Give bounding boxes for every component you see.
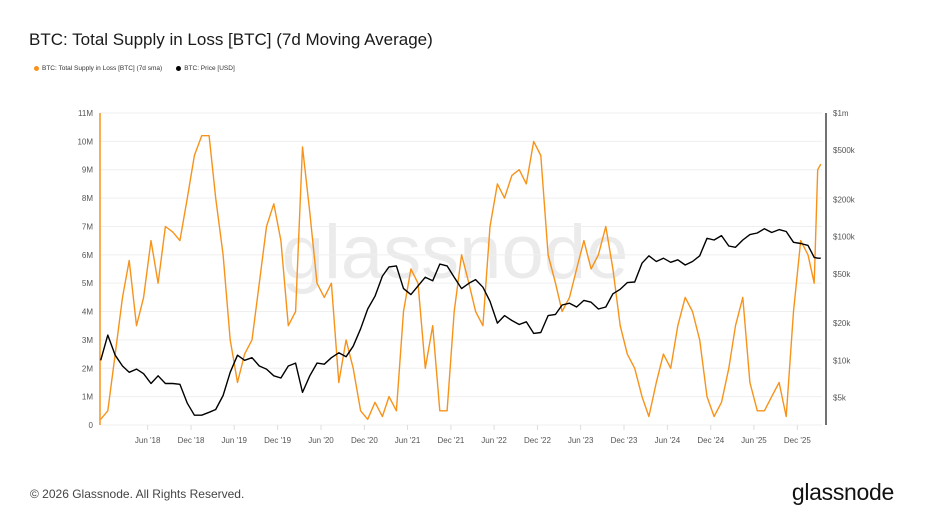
y-left-tick-label: 2M	[82, 364, 93, 373]
x-tick-label: Dec '21	[437, 436, 464, 445]
x-tick-label: Jun '21	[395, 436, 421, 445]
y-left-tick-label: 9M	[82, 166, 93, 175]
legend: BTC: Total Supply in Loss [BTC] (7d sma)…	[34, 65, 235, 72]
y-right-tick-label: $5k	[833, 394, 847, 403]
y-right-tick-label: $100k	[833, 233, 856, 242]
x-tick-label: Dec '18	[178, 436, 205, 445]
legend-item-supply-in-loss[interactable]: BTC: Total Supply in Loss [BTC] (7d sma)	[34, 65, 162, 72]
y-right-tick-label: $500k	[833, 146, 856, 155]
legend-label: BTC: Price [USD]	[184, 65, 235, 72]
glassnode-logo: glassnode	[791, 479, 894, 505]
x-tick-label: Dec '20	[351, 436, 378, 445]
x-tick-label: Dec '23	[611, 436, 638, 445]
legend-label: BTC: Total Supply in Loss [BTC] (7d sma)	[42, 65, 163, 72]
y-right-tick-label: $50k	[833, 270, 851, 279]
x-tick-label: Dec '24	[697, 436, 724, 445]
y-right-tick-label: $10k	[833, 356, 851, 365]
x-tick-label: Jun '24	[655, 436, 681, 445]
x-tick-label: Jun '18	[135, 436, 161, 445]
x-tick-label: Jun '23	[568, 436, 594, 445]
y-right-tick-label: $200k	[833, 195, 856, 204]
y-left-tick-label: 10M	[77, 137, 93, 146]
x-tick-label: Jun '22	[481, 436, 507, 445]
y-right-tick-label: $20k	[833, 319, 851, 328]
y-left-tick-label: 4M	[82, 308, 93, 317]
copyright: © 2026 Glassnode. All Rights Reserved.	[30, 487, 245, 501]
watermark: glassnode	[282, 210, 629, 295]
legend-dot-orange	[34, 66, 39, 71]
y-left-tick-label: 7M	[82, 222, 93, 231]
y-right-tick-label: $1m	[833, 109, 849, 118]
y-left-tick-label: 8M	[82, 194, 93, 203]
y-left-tick-label: 11M	[78, 109, 93, 118]
y-left-tick-label: 0	[89, 421, 94, 430]
y-left-tick-label: 5M	[82, 279, 93, 288]
y-left-tick-label: 6M	[82, 251, 93, 260]
x-tick-label: Dec '22	[524, 436, 551, 445]
y-left-tick-label: 1M	[82, 393, 93, 402]
y-left-tick-label: 3M	[82, 336, 93, 345]
x-tick-label: Dec '19	[264, 436, 291, 445]
chart-title: BTC: Total Supply in Loss [BTC] (7d Movi…	[29, 30, 433, 49]
series-line-price	[100, 227, 821, 416]
x-tick-label: Jun '25	[741, 436, 767, 445]
x-tick-label: Jun '19	[221, 436, 247, 445]
series-line-supply-in-loss	[100, 134, 822, 420]
legend-item-price[interactable]: BTC: Price [USD]	[176, 65, 235, 72]
x-tick-label: Dec '25	[784, 436, 811, 445]
legend-dot-black	[176, 66, 182, 71]
x-tick-label: Jun '20	[308, 436, 334, 445]
